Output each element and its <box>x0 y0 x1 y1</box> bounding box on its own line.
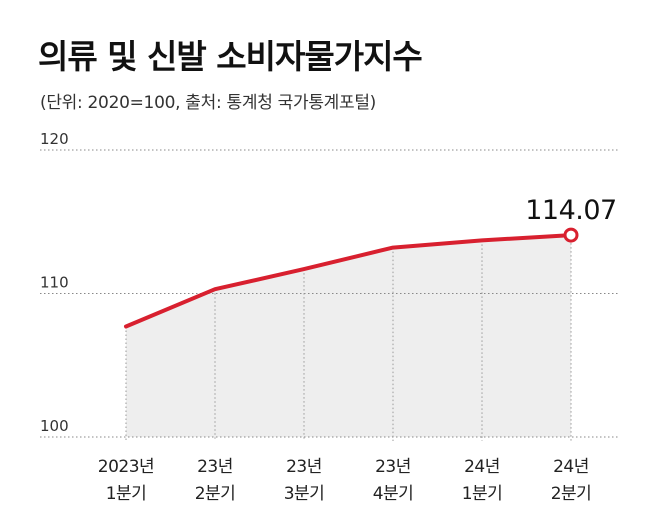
x-tick-label: 2023년 1분기 <box>98 457 154 504</box>
x-tick-label: 23년 3분기 <box>284 457 325 504</box>
x-tick-label: 24년 1분기 <box>462 457 503 504</box>
series-line <box>124 233 573 329</box>
x-tick-line: 23년 <box>286 457 322 477</box>
value-label: 114.07 <box>525 195 616 226</box>
x-tick-line: 4분기 <box>373 484 414 504</box>
x-tick-line: 23년 <box>375 457 411 477</box>
x-tick-line: 2분기 <box>195 484 236 504</box>
x-tick-line: 1분기 <box>106 484 147 504</box>
y-tick-label: 110 <box>40 274 69 292</box>
data-point <box>563 227 579 243</box>
x-tick-line: 3분기 <box>284 484 325 504</box>
x-tick-label: 23년 2분기 <box>195 457 236 504</box>
x-tick-line: 24년 <box>553 457 589 477</box>
x-tick-line: 23년 <box>197 457 233 477</box>
x-tick-line: 24년 <box>464 457 500 477</box>
x-tick-label: 23년 4분기 <box>373 457 414 504</box>
x-tick-line: 2023년 <box>98 457 154 477</box>
chart-title: 의류 및 신발 소비자물가지수 <box>38 37 423 76</box>
x-tick-label: 24년 2분기 <box>551 457 592 504</box>
y-tick-label: 120 <box>40 130 69 148</box>
x-tick-line: 1분기 <box>462 484 503 504</box>
y-tick-label: 100 <box>40 417 69 435</box>
area-fill <box>126 235 571 437</box>
chart-subtitle: (단위: 2020=100, 출처: 통계청 국가통계포털) <box>40 93 377 113</box>
x-tick-line: 2분기 <box>551 484 592 504</box>
